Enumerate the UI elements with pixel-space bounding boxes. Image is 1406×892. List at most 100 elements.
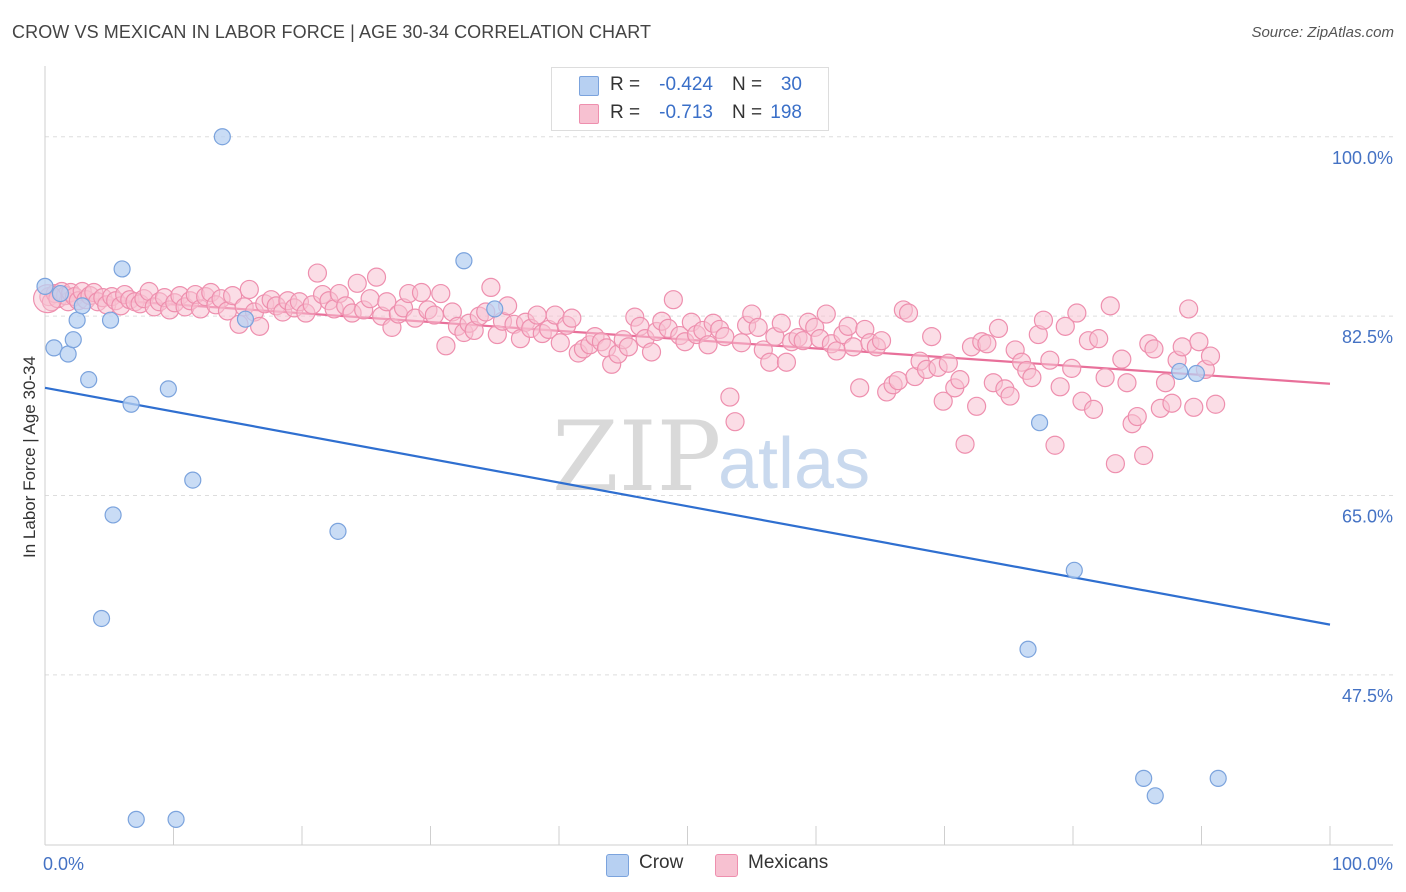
mexicans-point [1134, 445, 1154, 466]
mexicans-point [698, 335, 718, 355]
mexicans-point [1112, 349, 1132, 369]
mexicans-point [715, 327, 735, 347]
crow-point [167, 810, 185, 828]
mexicans-point [776, 352, 797, 372]
mexicans-r-label: R = [610, 102, 641, 123]
mexicans-points [32, 263, 1226, 474]
mexicans-point [347, 273, 367, 293]
mexicans-point [850, 378, 870, 398]
crow-trend-line [44, 386, 1331, 626]
mexicans-point [1033, 310, 1054, 330]
crow-point [127, 810, 145, 828]
y-tick-label: 65.0% [1342, 507, 1393, 527]
crow-point [101, 311, 120, 329]
mexicans-point [366, 267, 387, 287]
mexicans-point [411, 282, 432, 303]
mexicans-point [988, 318, 1009, 338]
mexicans-point [826, 341, 847, 361]
mexicans-point [967, 396, 987, 416]
mexicans-point [1179, 299, 1199, 319]
x-tick-labels: 0.0% 100.0% [43, 854, 1393, 874]
y-tick-label: 82.5% [1342, 327, 1393, 347]
mexicans-point [731, 333, 752, 353]
crow-point [59, 345, 77, 363]
mexicans-point [1022, 368, 1042, 388]
mexicans-point [1162, 393, 1182, 413]
legend-crow-label: Crow [639, 852, 684, 873]
crow-n-label: N = [732, 74, 763, 95]
crow-point [1135, 769, 1153, 787]
crow-point [1146, 787, 1164, 805]
crow-point [80, 371, 98, 389]
mexicans-point [1155, 373, 1176, 393]
crow-n-value: 30 [780, 74, 802, 95]
watermark-atlas: atlas [718, 424, 870, 504]
mexicans-point [1089, 329, 1109, 349]
crow-point [184, 471, 202, 489]
mexicans-n-value: 198 [770, 102, 802, 123]
mexicans-point [1172, 337, 1192, 357]
mexicans-point [1050, 377, 1070, 397]
crow-point [122, 395, 140, 413]
mexicans-point [1062, 358, 1082, 378]
mexicans-point [816, 304, 836, 324]
crow-point [51, 284, 70, 303]
mexicans-point [938, 353, 958, 373]
mexicans-point [249, 316, 270, 336]
mexicans-point [641, 342, 662, 362]
mexicans-point [771, 313, 791, 333]
mexicans-point [977, 334, 997, 354]
mexicans-point [725, 412, 745, 432]
y-axis-label: In Labor Force | Age 30-34 [20, 356, 39, 558]
mexicans-point [223, 286, 243, 306]
mexicans-r-value: -0.713 [659, 102, 713, 123]
y-tick-label: 100.0% [1332, 148, 1393, 168]
mexicans-point [1206, 394, 1226, 414]
mexicans-point [760, 352, 780, 372]
mexicans-point [1200, 346, 1221, 366]
grid-lines [45, 136, 1393, 676]
mexicans-point [955, 434, 975, 454]
legend-mexicans-label: Mexicans [748, 852, 829, 873]
mexicans-point [1040, 350, 1060, 370]
source-label: Source: ZipAtlas.com [1251, 24, 1394, 41]
crow-point [455, 252, 473, 270]
y-tick-label: 47.5% [1342, 686, 1393, 706]
mexicans-point [307, 263, 328, 283]
crow-point [45, 339, 63, 357]
mexicans-point [1144, 339, 1164, 359]
mexicans-swatch [579, 104, 599, 124]
crow-point [1019, 640, 1037, 658]
stats-box: R = -0.424 N = 30 R = -0.713 N = 198 [551, 67, 829, 131]
legend-mexicans-swatch [715, 854, 738, 877]
mexicans-point [431, 283, 451, 304]
mexicans-point [838, 316, 858, 336]
mexicans-point [871, 331, 892, 351]
mexicans-point [950, 370, 970, 390]
mexicans-point [933, 391, 953, 411]
crow-point [73, 297, 91, 315]
axes [44, 66, 1393, 846]
mexicans-point [1127, 406, 1147, 427]
mexicans-point [481, 277, 501, 297]
mexicans-point [1117, 373, 1137, 393]
crow-point [104, 506, 122, 524]
crow-point [68, 311, 86, 329]
mexicans-n-label: N = [732, 102, 763, 123]
mexicans-point [562, 308, 582, 328]
watermark: ZIP atlas [552, 401, 870, 513]
crow-point [64, 331, 82, 349]
mexicans-point [888, 371, 908, 391]
mexicans-point [898, 303, 919, 323]
legend: Crow Mexicans [0, 852, 1406, 878]
x-tick-label: 0.0% [43, 854, 84, 874]
mexicans-point [1083, 399, 1104, 419]
watermark-zip: ZIP [552, 401, 721, 513]
crow-point [1209, 769, 1227, 787]
mexicans-point [1000, 386, 1020, 406]
crow-point [1187, 364, 1205, 383]
mexicans-point [1189, 332, 1209, 352]
mexicans-point [843, 337, 863, 357]
crow-point [113, 260, 131, 278]
